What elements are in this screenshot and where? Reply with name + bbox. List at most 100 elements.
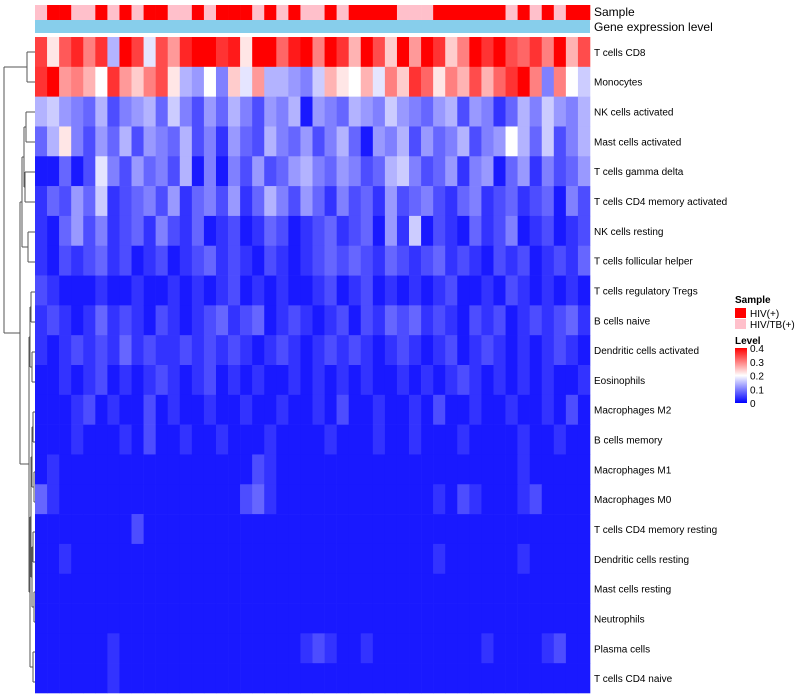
heatmap-cell	[276, 66, 289, 97]
heatmap-cell	[228, 633, 241, 664]
heatmap-cell	[59, 663, 72, 694]
heatmap-cell	[529, 454, 543, 485]
heatmap-cell	[541, 394, 555, 425]
heatmap-cell	[445, 37, 458, 68]
heatmap-cell	[203, 603, 217, 634]
heatmap-cell	[300, 156, 313, 187]
heatmap-cell	[553, 37, 567, 68]
heatmap-cell	[71, 454, 84, 485]
heatmap-cell	[396, 245, 410, 276]
heatmap-cell	[433, 156, 446, 187]
heatmap-cell	[421, 484, 434, 515]
heatmap-cell	[481, 126, 494, 157]
heatmap-cell	[83, 96, 96, 127]
heatmap-cell	[131, 96, 144, 127]
heatmap-cell	[312, 573, 325, 604]
heatmap-cell	[421, 454, 434, 485]
heatmap-cell	[288, 484, 301, 515]
heatmap-cell	[457, 305, 470, 336]
sample-annotation-cell	[131, 5, 144, 20]
heatmap-cell	[155, 454, 169, 485]
heatmap-cell	[541, 663, 555, 694]
heatmap-cell	[396, 66, 410, 97]
heatmap-cell	[71, 394, 84, 425]
heatmap-cell	[264, 245, 277, 276]
heatmap-cell	[529, 245, 543, 276]
heatmap-cell	[179, 186, 193, 217]
heatmap-cell	[191, 186, 205, 217]
heatmap-cell	[348, 186, 362, 217]
heatmap-cell	[71, 484, 84, 515]
heatmap-cell	[300, 394, 313, 425]
sample-annotation-cell	[191, 5, 205, 20]
heatmap-cell	[445, 186, 458, 217]
heatmap-cell	[143, 454, 156, 485]
heatmap-cell	[541, 484, 555, 515]
heatmap-cell	[529, 663, 543, 694]
heatmap-cell	[577, 365, 591, 396]
heatmap-cell	[47, 603, 60, 634]
heatmap-cell	[155, 514, 169, 545]
heatmap-cell	[215, 215, 229, 247]
heatmap-cell	[228, 156, 241, 187]
heatmap-cell	[372, 663, 386, 694]
heatmap-cell	[95, 96, 108, 127]
heatmap-cell	[47, 663, 60, 694]
heatmap-cell	[203, 484, 217, 515]
heatmap-cell	[553, 215, 567, 247]
heatmap-cell	[469, 275, 482, 306]
legend-level-tick: 0.1	[750, 385, 764, 396]
heatmap-cell	[131, 156, 144, 187]
heatmap-cell	[493, 126, 506, 157]
heatmap-cell	[409, 663, 422, 694]
heatmap-cell	[276, 514, 289, 545]
heatmap-cell	[252, 215, 265, 247]
heatmap-cell	[264, 633, 277, 664]
heatmap-cell	[47, 275, 60, 306]
heatmap-cell	[493, 186, 506, 217]
heatmap-cell	[191, 424, 205, 455]
heatmap-cell	[553, 186, 567, 217]
heatmap-cell	[409, 394, 422, 425]
heatmap-cell	[143, 514, 156, 545]
heatmap-cell	[384, 394, 398, 425]
heatmap-cell	[83, 365, 96, 396]
heatmap-cell	[107, 603, 120, 634]
heatmap-cell	[35, 305, 48, 336]
heatmap-cell	[553, 424, 567, 455]
heatmap-cell	[324, 514, 337, 545]
heatmap-cell	[565, 305, 579, 336]
heatmap-cell	[433, 186, 446, 217]
heatmap-cell	[83, 335, 96, 366]
heatmap-cell	[95, 215, 108, 247]
heatmap-cell	[179, 245, 193, 276]
heatmap-cell	[517, 305, 530, 336]
heatmap-cell	[264, 514, 277, 545]
heatmap-cell	[324, 126, 337, 157]
heatmap-cell	[493, 156, 506, 187]
sample-annotation-cell	[336, 5, 349, 20]
heatmap-cell	[215, 335, 229, 366]
heatmap-cell	[35, 245, 48, 276]
heatmap-cell	[240, 156, 253, 187]
legend-sample-entries: HIV(+)HIV/TB(+)	[735, 308, 795, 331]
heatmap-cell	[372, 424, 386, 455]
heatmap-cell	[541, 186, 555, 217]
legend-sample-title: Sample	[735, 295, 771, 306]
row-label: T cells CD4 naive	[594, 674, 673, 685]
heatmap-cell	[300, 96, 313, 127]
heatmap-cell	[577, 156, 591, 187]
heatmap-cell	[324, 66, 337, 97]
track-label-gene-expression: Gene expression level	[594, 20, 713, 34]
heatmap-cell	[348, 126, 362, 157]
heatmap-cell	[155, 275, 169, 306]
heatmap-cell	[252, 37, 265, 68]
heatmap-cell	[288, 514, 301, 545]
heatmap-cell	[505, 365, 518, 396]
row-label: T cells CD8	[594, 48, 646, 59]
heatmap-cell	[409, 215, 422, 247]
heatmap-cell	[324, 245, 337, 276]
heatmap-cell	[469, 245, 482, 276]
heatmap-cell	[396, 514, 410, 545]
heatmap-cell	[384, 543, 398, 575]
